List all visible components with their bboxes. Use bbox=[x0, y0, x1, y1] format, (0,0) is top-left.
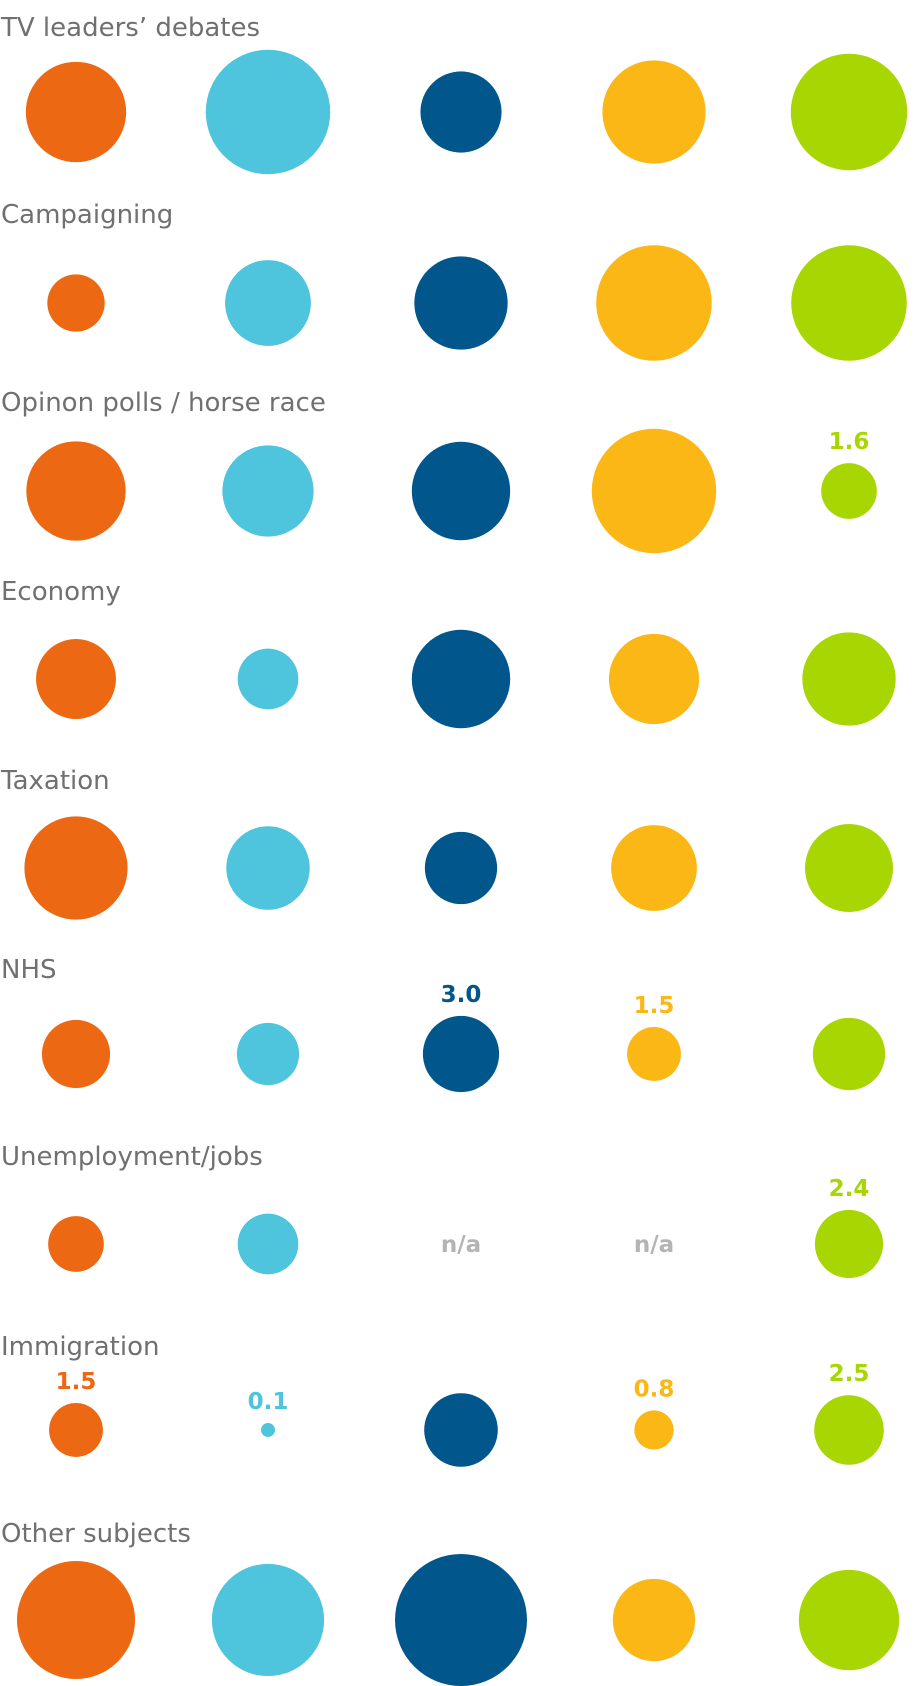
value-label: 1.5 bbox=[56, 1369, 97, 1395]
bubble bbox=[16, 1560, 136, 1680]
bubble bbox=[790, 53, 908, 171]
bubble bbox=[411, 629, 511, 729]
bubble bbox=[222, 445, 314, 537]
row-title: Taxation bbox=[0, 766, 110, 796]
bubble bbox=[420, 71, 502, 153]
bubble bbox=[627, 1027, 681, 1081]
bubble bbox=[41, 1019, 111, 1089]
bubble bbox=[424, 1393, 498, 1467]
bubble bbox=[47, 274, 105, 332]
bubble bbox=[596, 245, 712, 361]
bubble bbox=[802, 632, 896, 726]
bubble bbox=[611, 825, 697, 911]
bubble bbox=[205, 49, 331, 175]
bubble bbox=[237, 648, 299, 710]
value-label: 0.8 bbox=[634, 1376, 675, 1402]
row-title: NHS bbox=[1, 955, 57, 985]
row-title: Immigration bbox=[1, 1332, 159, 1362]
value-label: 2.5 bbox=[829, 1361, 870, 1387]
value-label: 3.0 bbox=[441, 982, 482, 1008]
bubble bbox=[226, 826, 310, 910]
bubble bbox=[791, 245, 907, 361]
bubble bbox=[26, 441, 126, 541]
bubble bbox=[48, 1216, 104, 1272]
bubble bbox=[49, 1403, 103, 1457]
bubble bbox=[411, 441, 511, 541]
bubble bbox=[211, 1563, 325, 1677]
bubble bbox=[395, 1554, 527, 1686]
bubble bbox=[414, 256, 508, 350]
bubble bbox=[36, 639, 116, 719]
bubble bbox=[261, 1423, 275, 1437]
bubble bbox=[634, 1410, 674, 1450]
row-title: Unemployment/jobs bbox=[1, 1142, 263, 1172]
bubble bbox=[821, 463, 877, 519]
bubble bbox=[236, 1022, 300, 1086]
bubble bbox=[612, 1578, 696, 1662]
na-label: n/a bbox=[634, 1232, 674, 1258]
row-title: Economy bbox=[1, 577, 121, 607]
bubble bbox=[25, 61, 127, 163]
row-title: Other subjects bbox=[1, 1519, 191, 1549]
row-title: Opinon polls / horse race bbox=[1, 388, 326, 418]
value-label: 1.6 bbox=[829, 429, 870, 455]
bubble bbox=[814, 1209, 884, 1279]
value-label: 0.1 bbox=[248, 1389, 289, 1415]
value-label: 1.5 bbox=[634, 993, 675, 1019]
bubble bbox=[608, 633, 700, 725]
bubble bbox=[805, 824, 893, 912]
bubble bbox=[798, 1569, 900, 1671]
bubble bbox=[424, 831, 498, 905]
bubble bbox=[225, 260, 311, 346]
row-title: TV leaders’ debates bbox=[0, 13, 260, 43]
row-title: Campaigning bbox=[1, 200, 173, 230]
bubble bbox=[602, 60, 706, 164]
bubble bbox=[422, 1015, 500, 1093]
na-label: n/a bbox=[441, 1232, 481, 1258]
bubble bbox=[237, 1213, 299, 1275]
bubble bbox=[591, 428, 717, 554]
bubble bbox=[812, 1017, 886, 1091]
bubble bbox=[24, 816, 128, 920]
value-label: 2.4 bbox=[829, 1176, 870, 1202]
bubble bbox=[814, 1395, 884, 1465]
